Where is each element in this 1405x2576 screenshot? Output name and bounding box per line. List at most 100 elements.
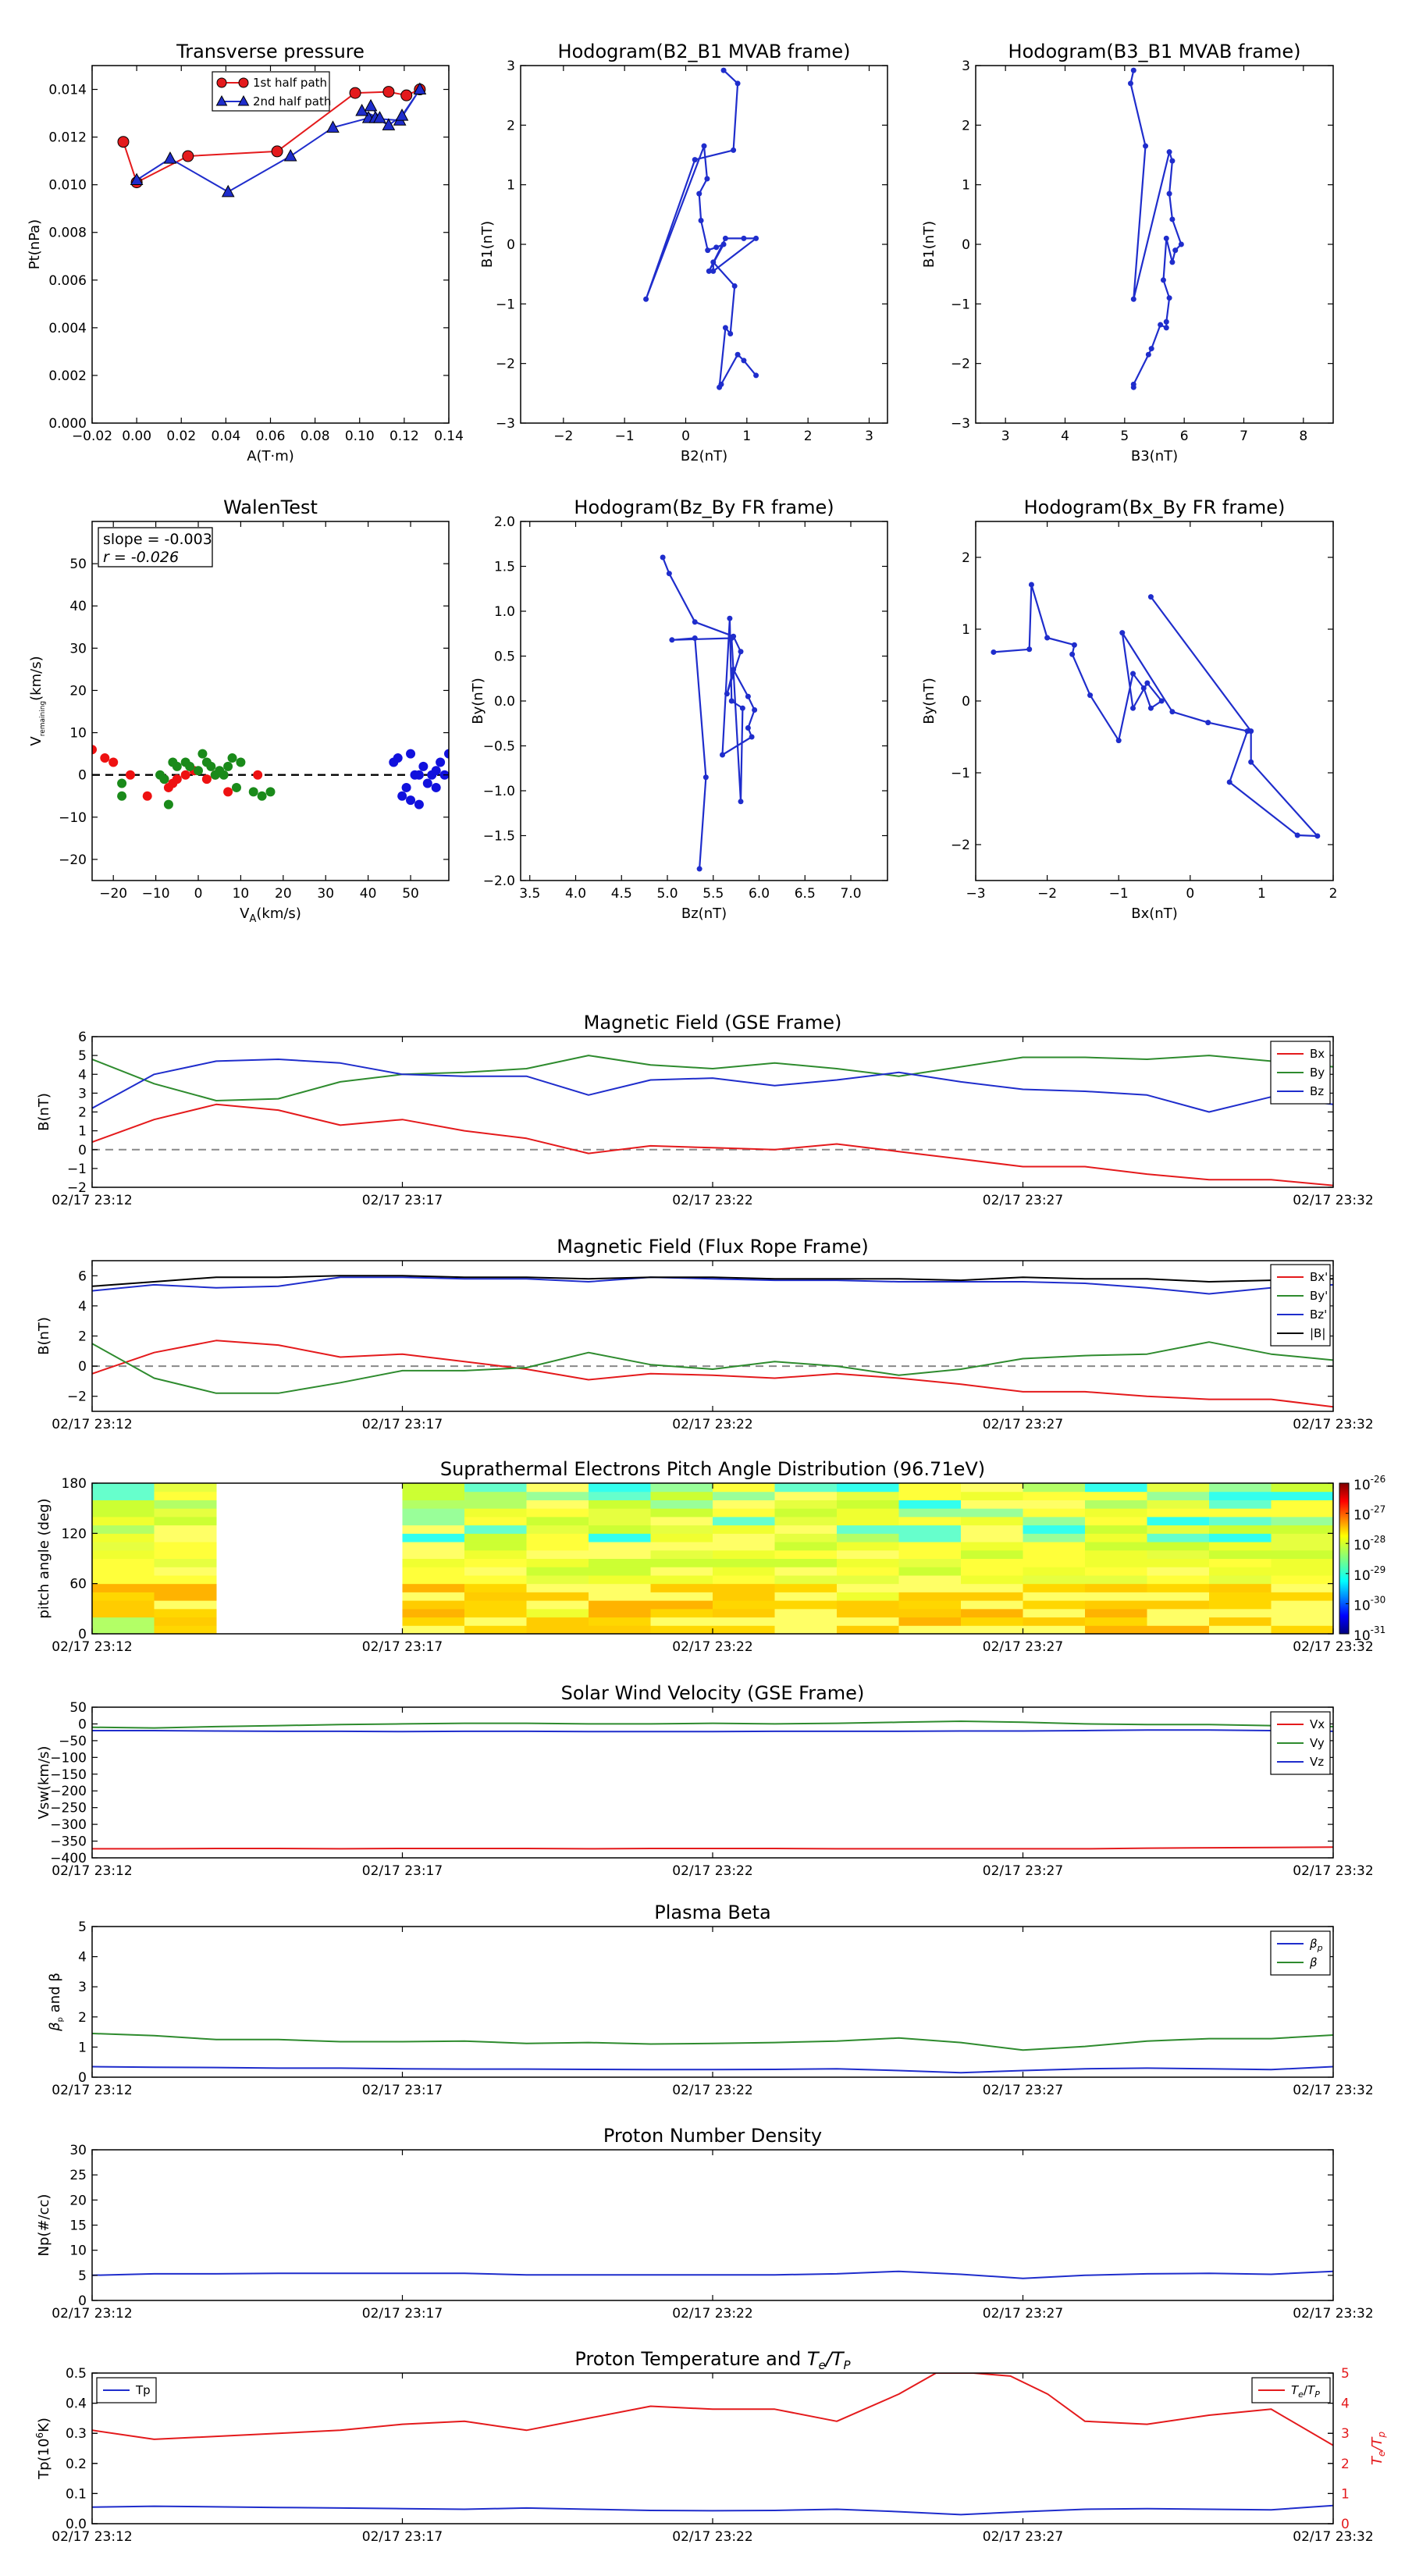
chart-title: WalenTest [223, 496, 318, 518]
data-point [163, 151, 177, 164]
heatmap-cell [1023, 1558, 1086, 1567]
scatter-point [159, 774, 169, 785]
heatmap-cell [898, 1592, 962, 1601]
heatmap-cell [154, 1617, 217, 1626]
plot-layer [92, 2033, 1333, 2074]
data-point [704, 176, 710, 182]
data-point [382, 118, 396, 130]
panel-h4: −3 −2 −1 0 1 2 −2 −1 0 1 2 Hodogram(Bx_By FR frame)… [921, 496, 1337, 922]
y-tick-label: 0.3 [66, 2426, 87, 2442]
plot-layer [92, 2270, 1333, 2279]
heatmap-cell [1147, 1592, 1210, 1601]
data-point [724, 691, 730, 697]
heatmap-cell [713, 1574, 775, 1585]
heatmap-cell [837, 1574, 899, 1585]
heatmap-cell [402, 1508, 465, 1517]
data-point [1130, 384, 1136, 390]
heatmap-cell [464, 1500, 527, 1509]
heatmap-cell [526, 1533, 589, 1542]
data-point [1127, 80, 1133, 87]
heatmap-cell [1023, 1542, 1086, 1551]
heatmap-cell [464, 1550, 527, 1559]
colorbar-tick-label: 10-31 [1353, 1624, 1385, 1644]
heatmap-cell [402, 1500, 465, 1509]
heatmap-cell [774, 1592, 838, 1601]
x-tick-label: 4.0 [565, 886, 586, 902]
y-axis-label: Pt(nPa) [27, 219, 43, 269]
heatmap-cell [1271, 1583, 1333, 1592]
scatter-point [248, 787, 258, 797]
scatter-point [117, 791, 127, 801]
data-point [1166, 190, 1172, 197]
data-point [722, 325, 728, 331]
y-tick-label: 2.0 [494, 514, 515, 530]
heatmap-cell [589, 1617, 651, 1626]
heatmap-cell [589, 1583, 651, 1592]
y-tick-label: 50 [69, 1700, 87, 1716]
data-point [666, 571, 672, 577]
heatmap-cell [1023, 1567, 1086, 1576]
heatmap-cell [837, 1491, 899, 1500]
heatmap-cell [1023, 1491, 1086, 1500]
heatmap-cell [154, 1583, 217, 1592]
heatmap-cell [961, 1567, 1023, 1576]
data-point [1130, 296, 1136, 302]
heatmap-cell [154, 1500, 217, 1509]
heatmap-cell [1209, 1600, 1272, 1610]
heatmap-cell [402, 1625, 465, 1634]
heatmap-cell [961, 1542, 1023, 1551]
heatmap-cell [1085, 1550, 1147, 1559]
heatmap-cell [837, 1600, 899, 1610]
legend-label: By' [1310, 1289, 1328, 1303]
heatmap-cell [837, 1567, 899, 1576]
heatmap-cell [774, 1550, 838, 1559]
panel-pt: −0.02 0.00 0.02 0.04 0.06 0.08 0.10 0.12 0.14 0.0… [27, 41, 464, 464]
heatmap-cell [961, 1508, 1023, 1517]
heatmap-cell [713, 1533, 775, 1542]
data-point [753, 372, 759, 379]
heatmap-cell [774, 1542, 838, 1551]
plot-layer [643, 67, 759, 390]
heatmap-cell [464, 1583, 527, 1592]
scatter-point [436, 757, 446, 767]
heatmap-cell [1209, 1608, 1272, 1618]
y2-tick-label: 4 [1341, 2396, 1350, 2412]
data-point [1163, 235, 1169, 241]
heatmap-cell [898, 1550, 962, 1559]
scatter-point [406, 749, 416, 759]
y-tick-label: 0 [78, 1717, 87, 1732]
y-tick-label: 0.0 [494, 694, 515, 710]
x-tick-label: 02/17 23:22 [672, 2306, 752, 2322]
heatmap-cell [1085, 1516, 1147, 1526]
x-tick-label: 02/17 23:32 [1293, 1193, 1373, 1208]
series-line-1 [92, 2033, 1333, 2051]
heatmap-cell [1271, 1516, 1333, 1526]
legend-marker [216, 77, 227, 88]
data-point [1314, 833, 1321, 839]
x-tick-label: 0 [681, 429, 690, 444]
heatmap-cell [1147, 1542, 1210, 1551]
data-point [731, 667, 737, 673]
scatter-point [257, 791, 267, 801]
heatmap-cell [898, 1516, 962, 1526]
heatmap-cell [1023, 1600, 1086, 1610]
x-tick-label: 3 [865, 429, 873, 444]
plot-layer [117, 82, 427, 197]
data-point [696, 866, 702, 872]
plot-layer [1127, 67, 1184, 390]
heatmap-cell [526, 1483, 589, 1493]
heatmap-cell [1271, 1491, 1333, 1500]
x-tick-label: 02/17 23:17 [362, 2306, 443, 2322]
heatmap-cell [713, 1567, 775, 1576]
heatmap-cell [1085, 1600, 1147, 1610]
y-tick-label: 1.0 [494, 604, 515, 620]
scatter-point [197, 749, 208, 759]
scatter-point [100, 753, 110, 763]
heatmap-cell [92, 1542, 155, 1551]
heatmap-cell [774, 1567, 838, 1576]
heatmap-cell [1271, 1574, 1333, 1585]
y-tick-label: 5 [78, 2268, 87, 2284]
x-tick-label: 02/17 23:17 [362, 1417, 443, 1432]
scatter-point [431, 782, 441, 792]
x-tick-label: 02/17 23:12 [52, 1639, 132, 1655]
